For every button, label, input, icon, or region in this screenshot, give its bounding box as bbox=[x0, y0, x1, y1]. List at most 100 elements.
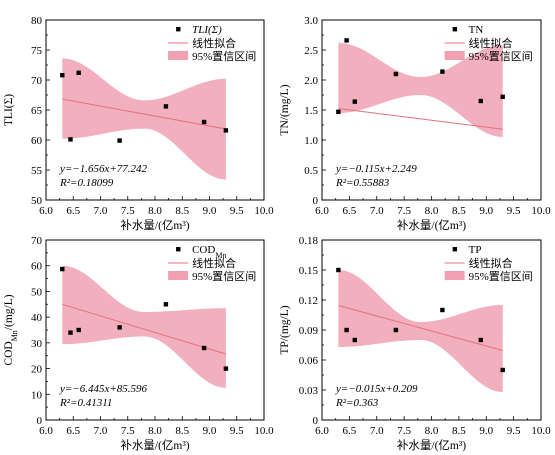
y-tick-label: 75 bbox=[31, 45, 43, 57]
y-tick-label: 40 bbox=[31, 312, 43, 324]
y-axis-title-subscript: Mn bbox=[10, 330, 19, 341]
x-tick-label: 6.5 bbox=[66, 425, 80, 437]
data-point bbox=[163, 302, 169, 307]
confidence-band bbox=[338, 42, 503, 137]
data-point bbox=[478, 98, 483, 104]
x-tick-label: 8.0 bbox=[425, 425, 439, 437]
data-point bbox=[223, 128, 229, 133]
legend-band-swatch bbox=[168, 271, 189, 280]
data-point bbox=[336, 109, 341, 114]
data-point bbox=[352, 337, 357, 343]
y-tick-label: 70 bbox=[31, 75, 43, 87]
fit-line bbox=[338, 108, 503, 130]
x-tick-label: 8.0 bbox=[425, 205, 439, 217]
data-point bbox=[344, 327, 349, 333]
confidence-band bbox=[62, 58, 226, 180]
fit-equation: y=−6.445x+85.596 bbox=[59, 383, 148, 395]
x-tick-label: 7.0 bbox=[94, 205, 108, 217]
y-tick-label: 10 bbox=[31, 389, 43, 401]
y-tick-label: 20 bbox=[31, 364, 43, 376]
legend-label-series-main: COD bbox=[192, 244, 215, 256]
data-point bbox=[163, 104, 169, 109]
x-tick-label: 8.0 bbox=[148, 205, 162, 217]
y-tick-label: 2.5 bbox=[304, 45, 318, 57]
y-tick-label: 2.0 bbox=[304, 75, 318, 87]
y-tick-label: 0.15 bbox=[299, 265, 319, 277]
data-point bbox=[344, 38, 349, 43]
x-axis-title: 补水量/(亿m³) bbox=[397, 439, 466, 452]
x-tick-label: 9.0 bbox=[479, 205, 493, 217]
legend-marker bbox=[176, 27, 181, 32]
legend-label-band: 95%置信区间 bbox=[192, 270, 256, 283]
legend-label-fit: 线性拟合 bbox=[469, 256, 513, 270]
y-tick-label: 30 bbox=[31, 338, 43, 350]
x-tick-label: 7.5 bbox=[121, 205, 135, 217]
x-tick-label: 7.5 bbox=[121, 425, 135, 437]
y-tick-label: 3.0 bbox=[304, 15, 318, 27]
y-axis-title: TLI(Σ) bbox=[3, 94, 15, 126]
x-tick-label: 8.0 bbox=[148, 425, 162, 437]
x-tick-label: 9.0 bbox=[479, 425, 493, 437]
legend-label-series: TP bbox=[469, 244, 482, 256]
legend-label-series-main: TLI(Σ) bbox=[192, 24, 222, 36]
y-axis-title: CODMn/(mg/L) bbox=[3, 294, 19, 365]
y-tick-label: 60 bbox=[31, 261, 43, 273]
y-tick-label: 0.09 bbox=[299, 325, 319, 337]
fit-line bbox=[62, 303, 226, 355]
legend-label-series: TLI(Σ) bbox=[192, 24, 222, 36]
x-axis-title: 补水量/(亿m³) bbox=[120, 219, 189, 232]
data-point bbox=[352, 99, 357, 104]
legend-label-series: CODMn bbox=[192, 244, 226, 260]
y-axis-title-main: COD bbox=[3, 341, 15, 365]
r-squared: R²=0.18099 bbox=[59, 177, 114, 189]
data-point bbox=[60, 73, 65, 78]
legend-marker bbox=[176, 247, 181, 252]
legend-label-fit: 线性拟合 bbox=[192, 36, 236, 50]
y-tick-label: 55 bbox=[31, 165, 43, 177]
y-tick-label: 0.06 bbox=[299, 355, 319, 367]
y-axis-title-suffix: /(mg/L) bbox=[3, 294, 15, 330]
legend-band-swatch bbox=[168, 51, 189, 60]
x-tick-label: 10.0 bbox=[531, 425, 551, 437]
chart-panel-top-left: 6.0 6.5 7.0 7.5 8.0 8.5 9.0 9.5 10.0 50 55 60 65 70 75… bbox=[3, 15, 274, 232]
y-tick-label: 0.18 bbox=[299, 235, 319, 247]
y-tick-label: 0 bbox=[313, 195, 319, 207]
fit-line bbox=[338, 305, 503, 351]
legend-label-series-main: TN bbox=[469, 24, 484, 36]
legend-label-band: 95%置信区间 bbox=[469, 270, 533, 283]
y-tick-label: 0.12 bbox=[299, 295, 318, 307]
y-tick-label: 65 bbox=[31, 105, 43, 117]
x-tick-label: 6.0 bbox=[315, 425, 329, 437]
x-tick-label: 10.0 bbox=[254, 205, 274, 217]
legend-band-swatch bbox=[444, 51, 465, 60]
legend-marker bbox=[452, 27, 458, 32]
chart-panel-bottom-left: 6.0 6.5 7.0 7.5 8.0 8.5 9.0 9.5 10.0 0 10 20 30 40 50 6… bbox=[3, 235, 274, 452]
y-tick-label: 1.5 bbox=[304, 105, 318, 117]
x-tick-label: 10.0 bbox=[254, 425, 274, 437]
x-tick-label: 9.5 bbox=[507, 425, 521, 437]
legend-label-fit: 线性拟合 bbox=[469, 36, 513, 50]
y-tick-label: 50 bbox=[31, 195, 43, 207]
y-axis-title: TP/(mg/L) bbox=[279, 305, 291, 354]
x-tick-label: 6.5 bbox=[343, 205, 357, 217]
y-tick-label: 60 bbox=[31, 135, 43, 147]
x-axis-title: 补水量/(亿m³) bbox=[120, 439, 189, 452]
x-tick-label: 7.5 bbox=[397, 205, 411, 217]
x-tick-label: 6.0 bbox=[39, 205, 53, 217]
chart-panel-top-right: 6.0 6.5 7.0 7.5 8.0 8.5 9.0 9.5 10.0 0 0.5 1.0 1.5 2.… bbox=[279, 15, 551, 232]
data-point bbox=[393, 327, 399, 333]
x-tick-label: 8.5 bbox=[452, 425, 466, 437]
data-point bbox=[500, 367, 505, 373]
r-squared: R²=0.55883 bbox=[335, 177, 390, 189]
y-tick-label: 80 bbox=[31, 15, 43, 27]
data-point bbox=[223, 366, 229, 371]
legend-label-fit: 线性拟合 bbox=[192, 256, 236, 270]
data-point bbox=[336, 267, 341, 273]
y-tick-label: 0.5 bbox=[304, 165, 318, 177]
fit-equation: y=−0.015x+0.209 bbox=[335, 383, 418, 395]
x-tick-label: 6.5 bbox=[66, 205, 80, 217]
r-squared: R²=0.363 bbox=[335, 397, 379, 409]
